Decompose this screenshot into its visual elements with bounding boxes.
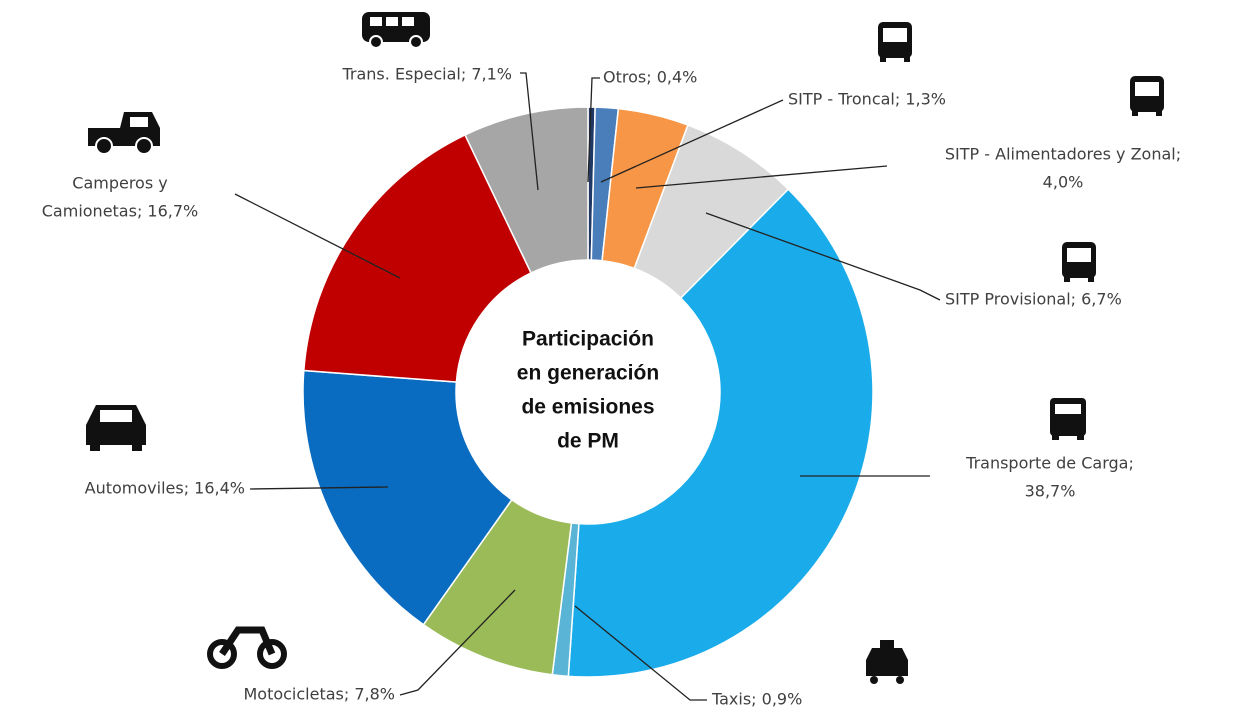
donut-slice: [567, 188, 874, 678]
center-label: en generación: [517, 362, 659, 385]
leader-line: [399, 589, 516, 696]
data-label: Motocicletas; 7,8%: [243, 685, 395, 704]
icon-car: [86, 405, 146, 451]
data-label: Automoviles; 16,4%: [85, 479, 245, 498]
leader-line: [587, 77, 600, 183]
leader-line: [705, 212, 941, 301]
leader-line: [635, 165, 888, 189]
icon-taxi: [866, 640, 908, 684]
donut-slice: [464, 106, 589, 274]
leader-line: [234, 193, 401, 279]
data-label: 38,7%: [1025, 482, 1076, 501]
leader-line: [574, 605, 707, 701]
donut-slice: [302, 369, 513, 626]
center-label: Participación: [522, 328, 654, 351]
icon-pickup: [88, 112, 160, 155]
center-label: de emisiones: [521, 396, 654, 419]
data-label: Camperos y: [72, 174, 167, 193]
data-label: Trans. Especial; 7,1%: [341, 65, 512, 84]
data-label: Otros; 0,4%: [603, 68, 697, 87]
data-label: SITP Provisional; 6,7%: [945, 290, 1122, 309]
icon-bus: [878, 22, 912, 62]
data-label: Camionetas; 16,7%: [42, 202, 199, 221]
icon-bus: [1130, 76, 1164, 116]
leader-line: [600, 99, 784, 183]
data-label: Transporte de Carga;: [965, 454, 1134, 473]
icon-truck: [1050, 398, 1086, 440]
leader-line: [249, 486, 389, 490]
data-label: Taxis; 0,9%: [711, 690, 802, 709]
leader-line: [520, 72, 539, 191]
icon-van: [362, 12, 430, 49]
data-label: SITP - Troncal; 1,3%: [788, 90, 946, 109]
icon-bus: [1062, 242, 1096, 282]
icon-motorcycle: [207, 626, 287, 669]
data-label: 4,0%: [1043, 173, 1084, 192]
center-label: de PM: [557, 430, 619, 453]
data-label: SITP - Alimentadores y Zonal;: [945, 145, 1181, 164]
donut-slice: [303, 133, 533, 383]
